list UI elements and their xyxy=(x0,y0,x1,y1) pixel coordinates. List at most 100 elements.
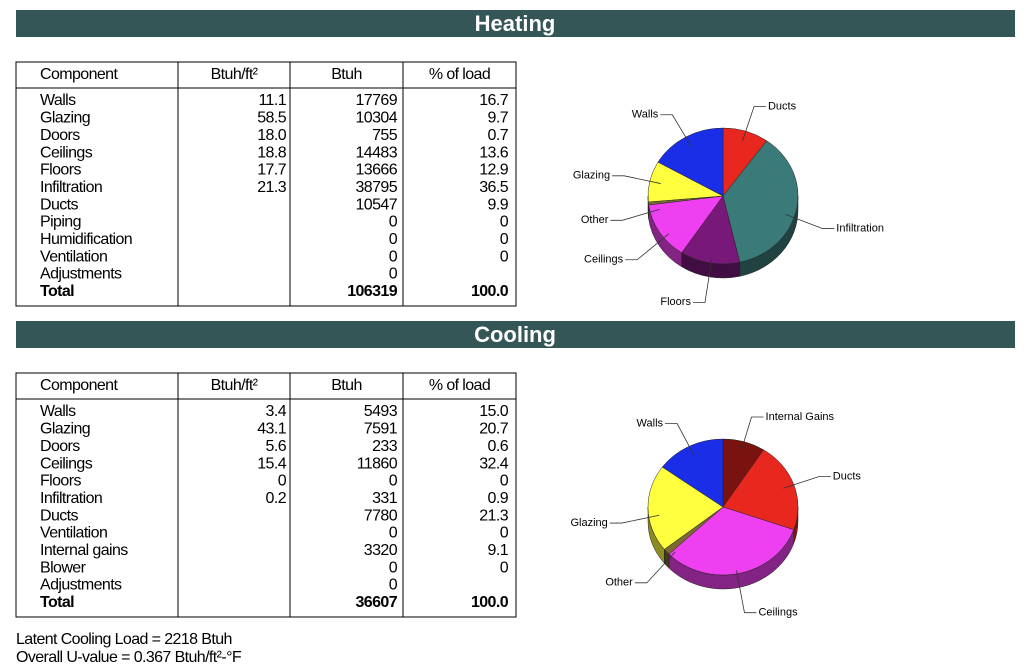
component-cell: Total xyxy=(40,594,74,611)
value-cell: 0 xyxy=(389,473,398,490)
value-cell: 9.9 xyxy=(488,196,509,213)
value-cell: 0.2 xyxy=(266,490,287,507)
pie-label: Other xyxy=(605,577,633,589)
table-frame xyxy=(15,372,517,618)
column-header: Btuh/ft² xyxy=(211,377,259,394)
pie-label: Floors xyxy=(660,296,691,308)
value-cell: 0 xyxy=(389,266,398,283)
component-cell: Piping xyxy=(40,214,81,231)
component-cell: Infiltration xyxy=(40,179,102,196)
component-cell: Walls xyxy=(40,403,76,420)
component-cell: Glazing xyxy=(40,110,90,127)
component-cell: Blower xyxy=(40,559,87,576)
component-cell: Ceilings xyxy=(40,144,93,161)
value-cell: 106319 xyxy=(347,283,397,300)
value-cell: 18.8 xyxy=(257,144,286,161)
value-cell: 32.4 xyxy=(479,455,508,472)
leader-line xyxy=(783,476,831,489)
component-cell: Adjustments xyxy=(40,266,122,283)
pie-slice xyxy=(668,506,795,576)
component-cell: Floors xyxy=(40,473,81,490)
value-cell: 5.6 xyxy=(266,438,287,455)
value-cell: 16.7 xyxy=(479,92,508,109)
value-cell: 21.3 xyxy=(479,507,508,524)
value-cell: 17.7 xyxy=(257,162,286,179)
leader-line xyxy=(692,259,713,303)
value-cell: 0.7 xyxy=(488,127,509,144)
value-cell: 36.5 xyxy=(479,179,508,196)
value-cell: 0.9 xyxy=(488,490,509,507)
value-cell: 0 xyxy=(389,577,398,594)
value-cell: 10304 xyxy=(356,110,398,127)
value-cell: 14483 xyxy=(356,144,398,161)
leader-line xyxy=(612,175,661,184)
value-cell: 12.9 xyxy=(479,162,508,179)
pie-label: Glazing xyxy=(570,517,607,529)
value-cell: 36607 xyxy=(356,594,398,611)
pie-label: Internal Gains xyxy=(766,411,835,423)
value-cell: 0 xyxy=(389,525,398,542)
value-cell: 10547 xyxy=(356,196,398,213)
value-cell: 11860 xyxy=(357,455,398,472)
value-cell: 233 xyxy=(372,438,398,455)
leader-line xyxy=(660,114,692,147)
pie-label: Ceilings xyxy=(584,254,624,266)
leader-line xyxy=(742,106,766,142)
value-cell: 331 xyxy=(372,490,398,507)
value-cell: 17769 xyxy=(356,92,398,109)
value-cell: 7780 xyxy=(364,507,398,524)
component-cell: Adjustments xyxy=(40,577,122,594)
component-cell: Humidification xyxy=(40,231,132,248)
pie-label: Walls xyxy=(637,417,664,429)
value-cell: 20.7 xyxy=(479,421,508,438)
component-cell: Walls xyxy=(40,92,76,109)
value-cell: 58.5 xyxy=(257,110,286,127)
leader-line xyxy=(634,551,676,584)
column-header: Component xyxy=(40,66,118,83)
value-cell: 15.0 xyxy=(479,403,508,420)
leader-line xyxy=(625,233,670,261)
column-header: Btuh/ft² xyxy=(211,66,259,83)
value-cell: 100.0 xyxy=(471,283,509,300)
component-cell: Ceilings xyxy=(40,455,93,472)
leader-line xyxy=(740,416,764,452)
value-cell: 0 xyxy=(278,473,287,490)
value-cell: 0 xyxy=(389,231,398,248)
column-header: % of load xyxy=(429,66,490,83)
component-cell: Ducts xyxy=(40,196,78,213)
pie-label: Glazing xyxy=(573,170,610,182)
component-cell: Internal gains xyxy=(40,542,128,559)
component-cell: Doors xyxy=(40,127,80,144)
column-header: Btuh xyxy=(331,66,362,83)
section-title: Heating xyxy=(475,11,556,36)
value-cell: 13.6 xyxy=(479,144,508,161)
value-cell: 3.4 xyxy=(266,403,287,420)
component-cell: Floors xyxy=(40,162,81,179)
value-cell: 7591 xyxy=(364,421,398,438)
value-cell: 0 xyxy=(500,231,509,248)
pie-label: Walls xyxy=(632,109,659,121)
value-cell: 0 xyxy=(500,214,509,231)
value-cell: 9.7 xyxy=(488,110,509,127)
component-cell: Ducts xyxy=(40,507,78,524)
column-header: Component xyxy=(40,377,118,394)
column-header: % of load xyxy=(429,377,490,394)
pie-slice xyxy=(681,195,741,265)
component-cell: Infiltration xyxy=(40,490,102,507)
value-cell: 3320 xyxy=(364,542,398,559)
pie-label: Infiltration xyxy=(836,222,884,234)
leader-line xyxy=(609,514,660,524)
value-cell: 0 xyxy=(389,214,398,231)
pie-label: Ducts xyxy=(768,101,797,113)
leader-line xyxy=(785,213,835,229)
value-cell: 11.1 xyxy=(258,92,286,109)
pie-slice xyxy=(722,140,799,263)
pie-label: Ceilings xyxy=(758,607,798,619)
leader-line xyxy=(665,422,695,456)
footer-line: Overall U-value = 0.367 Btuh/ft²-°F xyxy=(16,649,242,666)
value-cell: 18.0 xyxy=(257,127,286,144)
pie-slice xyxy=(648,195,724,254)
value-cell: 13666 xyxy=(356,162,398,179)
value-cell: 0 xyxy=(389,559,398,576)
